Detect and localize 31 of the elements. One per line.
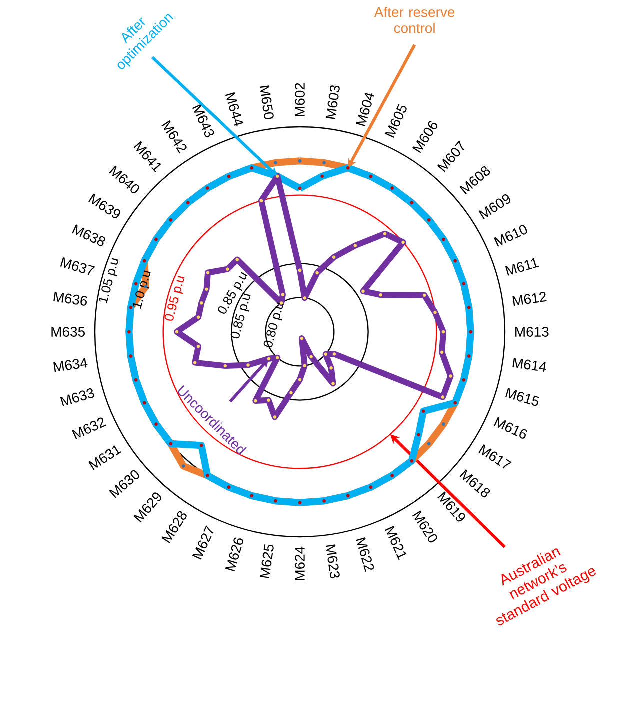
spoke-label: M638	[72, 224, 106, 246]
spoke-label: M637	[60, 257, 95, 276]
spoke-label: M614	[512, 358, 546, 372]
spoke-label: M616	[494, 417, 528, 439]
spoke-label: M635	[52, 327, 86, 337]
spoke-label: M623	[326, 544, 340, 579]
spoke-label: M650	[260, 86, 274, 120]
spoke-label: M603	[326, 86, 340, 120]
spoke-label: M615	[505, 388, 540, 406]
y-tick-label: 1.05 p.u	[99, 258, 119, 304]
spoke-label: M644	[225, 92, 244, 127]
spoke-label: M625	[260, 544, 274, 578]
spoke-label: M602	[295, 83, 305, 116]
spoke-label: M613	[516, 327, 549, 337]
spoke-label: M611	[505, 258, 540, 276]
text: After reserve control	[374, 7, 455, 34]
spoke-label: M633	[60, 388, 94, 407]
spoke-label: M610	[494, 225, 528, 247]
spoke-label: M621	[385, 526, 407, 560]
spoke-label: M636	[54, 292, 88, 306]
spoke-label: M605	[385, 104, 407, 138]
spoke-label: M634	[54, 358, 88, 372]
spoke-label: M604	[356, 93, 374, 127]
y-tick-label: 0.95 p.u	[164, 276, 185, 321]
spoke-label: M632	[72, 418, 106, 440]
spoke-label: M622	[356, 537, 374, 572]
spoke-label: M626	[225, 538, 244, 572]
spoke-label: M643	[192, 104, 214, 138]
spoke-label: M627	[192, 526, 214, 560]
spoke-label: M624	[295, 546, 305, 580]
spoke-label: M612	[512, 292, 547, 306]
